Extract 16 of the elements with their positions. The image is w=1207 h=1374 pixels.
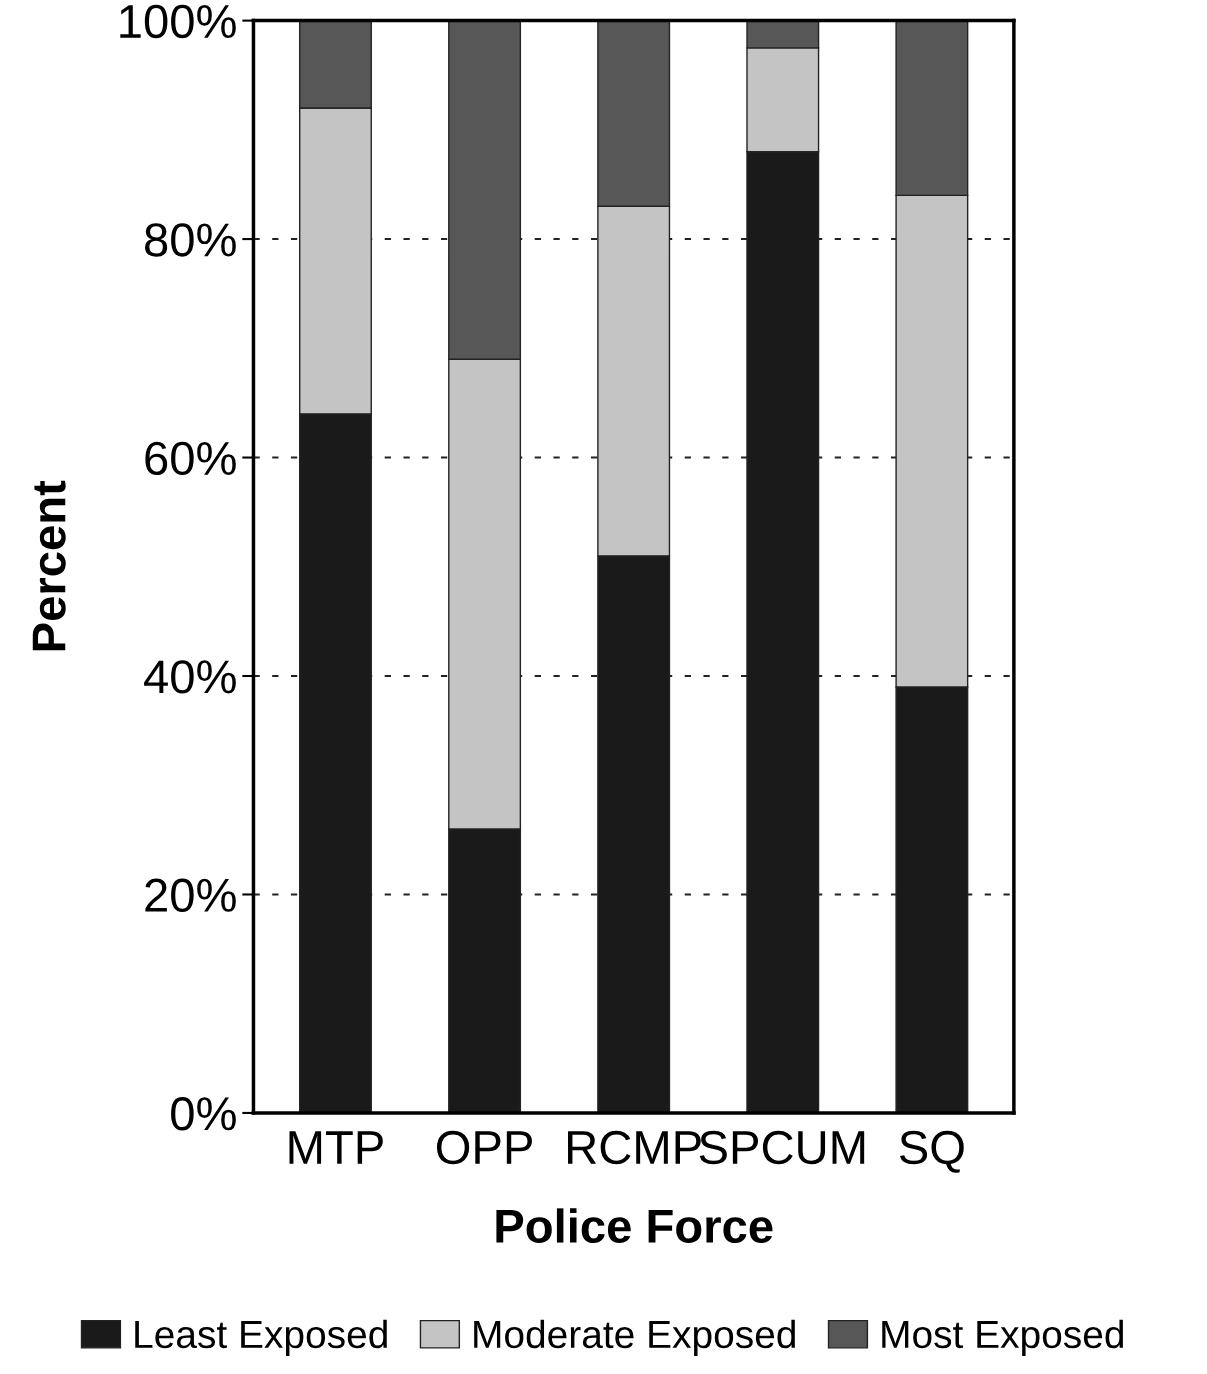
x-tick-label: SQ: [899, 1130, 964, 1173]
legend-label: Most Exposed: [882, 1319, 1123, 1356]
y-tick-label: 80%: [145, 223, 236, 257]
legend-label: Least Exposed: [135, 1319, 387, 1356]
y-tick-label: 40%: [144, 660, 236, 694]
y-tick-label: 20%: [145, 878, 236, 913]
x-axis-title: Police Force: [496, 1208, 773, 1244]
x-tick-label: MTP: [289, 1131, 383, 1164]
x-tick-label: RCMP: [568, 1130, 701, 1165]
y-tick-label: 0%: [171, 1097, 236, 1131]
y-axis-title: Percent: [32, 480, 66, 651]
x-tick-label: SPCUM: [699, 1130, 865, 1165]
x-tick-label: OPP: [436, 1130, 532, 1165]
y-tick-label: 60%: [145, 441, 236, 476]
legend-label: Moderate Exposed: [474, 1319, 795, 1356]
y-tick-label: 100%: [120, 4, 236, 39]
